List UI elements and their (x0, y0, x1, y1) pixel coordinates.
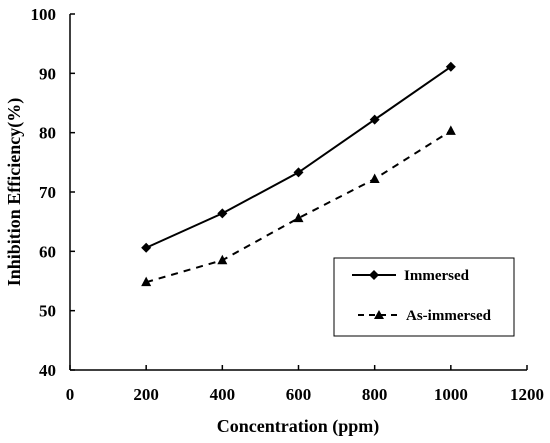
data-point-immersed (141, 242, 152, 253)
series-line-as-immersed (145, 130, 452, 284)
legend-marker-triangle-icon (374, 310, 384, 319)
x-tick-label: 200 (133, 385, 159, 404)
y-axis-title: Inhibition Efficiency(%) (4, 98, 25, 287)
data-point-immersed (445, 61, 456, 72)
x-tick-label: 0 (66, 385, 75, 404)
legend-marker-diamond-icon (369, 270, 379, 280)
data-point-as-immersed (217, 254, 228, 265)
y-ticks: 40 50 60 70 80 90 100 (31, 5, 75, 380)
legend-label-as-immersed: As-immersed (406, 308, 492, 324)
x-axis-title: Concentration (ppm) (217, 416, 380, 437)
data-point-as-immersed (293, 212, 304, 223)
data-point-as-immersed (445, 125, 456, 135)
legend-box (333, 257, 515, 337)
legend-label-immersed: Immersed (404, 268, 470, 284)
y-tick-label: 60 (39, 242, 56, 261)
y-tick-label: 40 (39, 361, 56, 380)
data-point-immersed (293, 167, 304, 178)
y-tick-label: 70 (39, 183, 56, 202)
y-tick-label: 50 (39, 302, 56, 321)
series-group (141, 61, 456, 287)
x-tick-label: 600 (286, 385, 312, 404)
data-point-immersed (217, 208, 228, 219)
y-tick-label: 90 (39, 64, 56, 83)
series-immersed (141, 61, 456, 253)
legend-item-as-immersed: As-immersed (358, 308, 492, 324)
series-as-immersed (141, 125, 456, 287)
y-tick-label: 100 (31, 5, 57, 24)
data-point-as-immersed (369, 173, 380, 183)
y-tick-label: 80 (39, 124, 56, 143)
x-tick-label: 1000 (434, 385, 468, 404)
legend: Immersed As-immersed (333, 257, 515, 337)
data-point-immersed (369, 114, 380, 125)
legend-item-immersed: Immersed (352, 268, 470, 284)
data-point-as-immersed (141, 276, 152, 287)
x-tick-label: 400 (210, 385, 236, 404)
x-tick-label: 1200 (510, 385, 544, 404)
x-ticks: 0 200 400 600 800 1000 1200 (66, 365, 544, 404)
x-tick-label: 800 (362, 385, 388, 404)
